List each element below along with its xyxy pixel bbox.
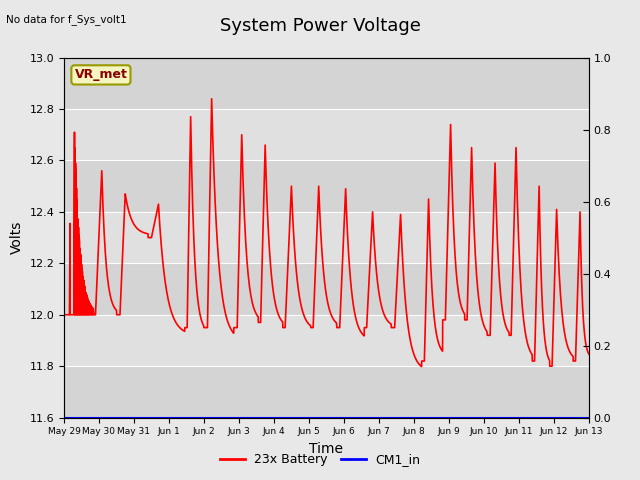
Bar [64, 212, 589, 264]
X-axis label: Time: Time [309, 442, 344, 456]
Bar [64, 264, 589, 315]
Bar [64, 366, 589, 418]
Bar [64, 109, 589, 160]
Bar [64, 160, 589, 212]
Text: No data for f_Sys_volt1: No data for f_Sys_volt1 [6, 14, 127, 25]
Text: VR_met: VR_met [74, 68, 127, 82]
Bar [64, 58, 589, 109]
Y-axis label: Volts: Volts [10, 221, 24, 254]
Legend: 23x Battery, CM1_in: 23x Battery, CM1_in [214, 448, 426, 471]
Bar [64, 315, 589, 366]
Text: System Power Voltage: System Power Voltage [220, 17, 420, 35]
